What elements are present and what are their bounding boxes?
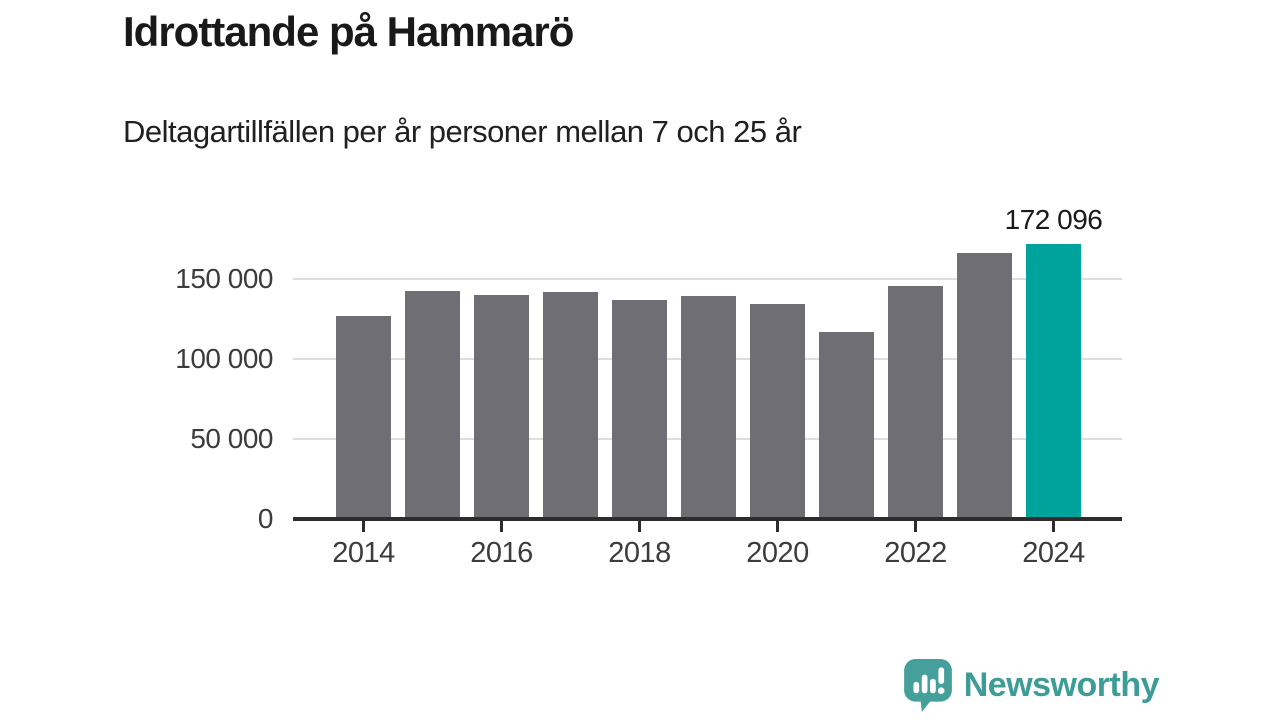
- ytick-label-50000: 50 000: [190, 423, 273, 454]
- ytick-label-100000: 100 000: [175, 343, 273, 374]
- bar-2018: [612, 300, 667, 519]
- xtick-label-2014: 2014: [332, 537, 395, 569]
- xtick-label-2024: 2024: [1022, 537, 1085, 569]
- page-title: Idrottande på Hammarö: [123, 8, 574, 55]
- bar-2017: [543, 292, 598, 519]
- x-axis-line: [293, 517, 1122, 521]
- xtick-mark-2022: [914, 521, 917, 532]
- bar-2016: [474, 295, 529, 519]
- xtick-mark-2020: [776, 521, 779, 532]
- newsworthy-logo: Newsworthy: [903, 658, 1160, 712]
- data-label-2024: 172 096: [1004, 203, 1103, 235]
- ytick-label-150000: 150 000: [175, 263, 273, 294]
- gridline-150000: [293, 278, 1122, 280]
- xtick-mark-2024: [1052, 521, 1055, 532]
- bar-2020: [750, 304, 805, 519]
- xtick-label-2020: 2020: [746, 537, 809, 569]
- bar-2019: [681, 296, 736, 519]
- bar-2014: [336, 316, 391, 519]
- bar-2022: [888, 286, 943, 519]
- bar-2015: [405, 291, 460, 519]
- xtick-mark-2014: [362, 521, 365, 532]
- bar-2024: [1026, 244, 1081, 519]
- ytick-label-0: 0: [257, 503, 274, 534]
- xtick-mark-2016: [500, 521, 503, 532]
- bar-chart-plot-area: 0 50 000 100 000 150 000 2014 2016 2018 2020 20…: [175, 204, 1122, 569]
- bar-2021: [819, 332, 874, 519]
- xtick-label-2018: 2018: [608, 537, 671, 569]
- bar-series: [336, 244, 1081, 519]
- xtick-mark-2018: [638, 521, 641, 532]
- newsworthy-wordmark: Newsworthy: [963, 665, 1160, 704]
- chart-subtitle: Deltagartillfällen per år personer mella…: [123, 114, 802, 149]
- newsworthy-bar-chart-bubble-icon: [903, 658, 953, 712]
- xtick-label-2016: 2016: [470, 537, 533, 569]
- xtick-label-2022: 2022: [884, 537, 947, 569]
- bar-2023: [957, 253, 1012, 519]
